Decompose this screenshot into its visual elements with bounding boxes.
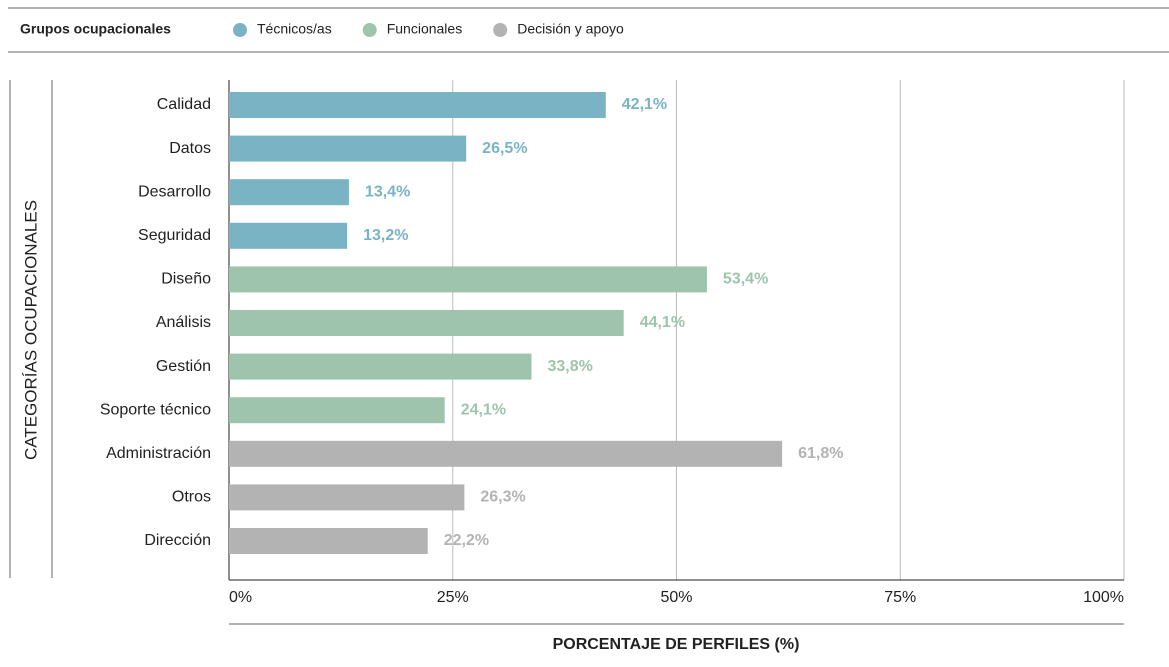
x-tick-label: 25% [437, 589, 469, 606]
bar [229, 266, 707, 293]
bar [229, 92, 606, 118]
value-label: 24,1% [461, 401, 506, 418]
y-tick-label: Dirección [144, 532, 211, 549]
value-label: 42,1% [622, 96, 667, 113]
value-label: 53,4% [723, 271, 768, 288]
value-label: 61,8% [798, 445, 843, 462]
legend-swatch [362, 23, 377, 37]
legend-label: Técnicos/as [257, 21, 332, 37]
y-tick-label: Seguridad [138, 227, 211, 244]
x-tick-label: 75% [884, 589, 916, 606]
y-tick-label: Soporte técnico [100, 401, 211, 418]
y-tick-label: Administración [106, 445, 211, 462]
bar [229, 222, 348, 249]
bar [229, 135, 467, 162]
x-axis-title: PORCENTAJE DE PERFILES (%) [553, 636, 800, 653]
bar [229, 179, 349, 206]
bar [229, 353, 532, 380]
value-label: 13,2% [363, 227, 408, 244]
x-tick-label: 100% [1083, 589, 1124, 606]
x-tick-label: 0% [229, 589, 252, 606]
y-tick-label: Desarrollo [138, 183, 211, 200]
legend-title: Grupos ocupacionales [20, 21, 171, 37]
value-label: 26,5% [482, 140, 527, 157]
value-label: 22,2% [444, 532, 489, 549]
bar [229, 310, 624, 336]
legend-swatch [233, 23, 247, 37]
bar [229, 397, 445, 424]
value-label: 26,3% [480, 489, 525, 506]
bar [229, 440, 783, 467]
value-label: 33,8% [548, 358, 593, 375]
y-tick-label: Análisis [156, 314, 211, 331]
legend-label: Funcionales [387, 21, 463, 37]
bar [229, 484, 465, 511]
x-tick-label: 50% [660, 589, 692, 606]
legend-swatch [493, 23, 508, 37]
bar [229, 528, 428, 554]
y-tick-label: Otros [172, 489, 211, 506]
legend-label: Decisión y apoyo [517, 21, 624, 37]
y-tick-label: Diseño [161, 271, 211, 288]
y-axis-title: CATEGORÍAS OCUPACIONALES [21, 200, 40, 460]
value-label: 44,1% [640, 314, 685, 331]
y-tick-label: Datos [169, 140, 211, 157]
y-tick-label: Calidad [157, 96, 211, 113]
value-label: 13,4% [365, 183, 410, 200]
y-tick-label: Gestión [156, 358, 211, 375]
